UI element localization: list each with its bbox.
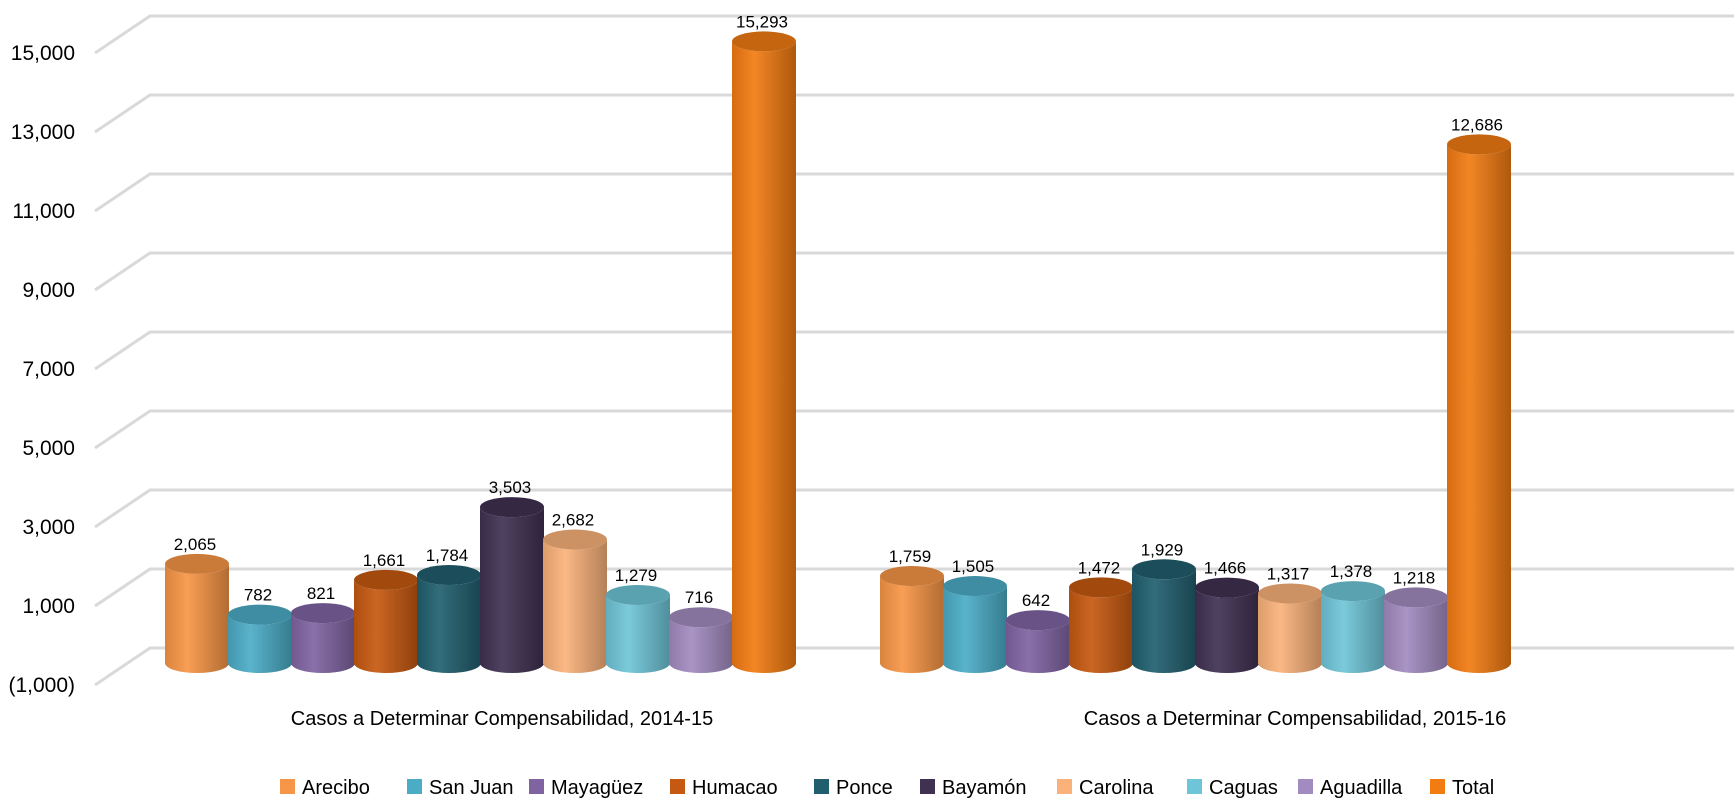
legend-swatch (814, 779, 829, 794)
data-label: 1,929 (1141, 540, 1184, 559)
grid-layer (94, 14, 1734, 687)
bar-aguadilla-2014-15 (669, 607, 733, 673)
bar-arecibo-2015-16 (880, 566, 944, 673)
data-label: 1,472 (1078, 558, 1121, 577)
legend-label: Aguadilla (1320, 777, 1403, 798)
legend-item-bayamon: Bayamón (920, 777, 1027, 798)
legend-label: Bayamón (942, 777, 1027, 798)
data-label: 1,378 (1330, 562, 1373, 581)
legend-item-total: Total (1430, 777, 1494, 798)
legend-swatch (280, 779, 295, 794)
legend-item-caguas: Caguas (1187, 777, 1278, 798)
bar-humacao-2014-15 (354, 569, 418, 673)
y-tick-label: (1,000) (8, 674, 75, 697)
legend-item-san-juan: San Juan (407, 777, 514, 798)
legend-item-ponce: Ponce (814, 777, 893, 798)
bar-caguas-2015-16 (1321, 581, 1385, 673)
bar-mayaguez-2014-15 (291, 603, 355, 673)
gridline (94, 409, 1734, 450)
bar-carolina-2015-16 (1258, 583, 1322, 673)
legend-swatch (1430, 779, 1445, 794)
legend-item-carolina: Carolina (1057, 777, 1154, 798)
legend-label: Total (1452, 777, 1494, 798)
data-label: 642 (1022, 591, 1050, 610)
legend: Arecibo San Juan Mayagüez Humacao Ponce Bayam… (280, 777, 1494, 798)
bar-total-2015-16 (1447, 134, 1511, 673)
legend-swatch (529, 779, 544, 794)
y-axis: (1,000) 1,000 3,000 5,000 7,000 9,000 11,000 13… (8, 42, 75, 697)
data-labels: 2,065 782 821 1,661 1,784 3,503 2,682 1,279 716 1… (174, 12, 1503, 610)
data-label: 782 (244, 586, 272, 605)
gridline (94, 567, 1734, 608)
y-tick-label: 15,000 (11, 42, 75, 65)
gridline (94, 172, 1734, 213)
data-label: 3,503 (489, 478, 532, 497)
legend-label: Humacao (692, 777, 778, 798)
bar-bayamon-2014-15 (480, 497, 544, 673)
data-label: 1,279 (615, 566, 658, 585)
data-label: 1,317 (1267, 564, 1310, 583)
category-label: Casos a Determinar Compensabilidad, 2014… (291, 708, 713, 730)
bar-humacao-2015-16 (1069, 577, 1133, 673)
legend-swatch (920, 779, 935, 794)
y-tick-label: 1,000 (22, 595, 75, 618)
y-tick-label: 3,000 (22, 516, 75, 539)
y-tick-label: 11,000 (12, 200, 75, 223)
bar-san-juan-2015-16 (943, 576, 1007, 673)
legend-swatch (1057, 779, 1072, 794)
legend-swatch (1298, 779, 1313, 794)
data-label: 15,293 (736, 12, 788, 31)
legend-label: Caguas (1209, 777, 1278, 798)
y-tick-label: 13,000 (11, 121, 75, 144)
legend-label: San Juan (429, 777, 514, 798)
bar-ponce-2014-15 (417, 565, 481, 673)
legend-label: Mayagüez (551, 777, 643, 798)
legend-item-aguadilla: Aguadilla (1298, 777, 1403, 798)
legend-item-arecibo: Arecibo (280, 777, 370, 798)
gridline (94, 251, 1734, 292)
legend-label: Ponce (836, 777, 893, 798)
legend-swatch (407, 779, 422, 794)
category-label: Casos a Determinar Compensabilidad, 2015… (1084, 708, 1506, 730)
bar-caguas-2014-15 (606, 584, 670, 673)
gridline (94, 14, 1734, 55)
bar-arecibo-2014-15 (165, 553, 229, 673)
gridline (94, 93, 1734, 134)
bar-san-juan-2014-15 (228, 604, 292, 673)
bar-total-2014-15 (732, 31, 796, 673)
data-label: 821 (307, 584, 335, 603)
bar-bayamon-2015-16 (1195, 577, 1259, 673)
legend-label: Arecibo (302, 777, 370, 798)
bar-mayaguez-2015-16 (1006, 610, 1070, 673)
legend-swatch (670, 779, 685, 794)
data-label: 1,661 (363, 551, 406, 570)
data-label: 1,784 (426, 546, 469, 565)
gridline (94, 330, 1734, 371)
data-label: 12,686 (1451, 115, 1503, 134)
legend-item-mayaguez: Mayagüez (529, 777, 643, 798)
data-label: 2,065 (174, 535, 217, 554)
data-label: 716 (685, 588, 713, 607)
legend-swatch (1187, 779, 1202, 794)
data-label: 1,218 (1393, 568, 1436, 587)
data-label: 1,466 (1204, 559, 1247, 578)
bar-aguadilla-2015-16 (1384, 587, 1448, 673)
data-label: 2,682 (552, 511, 595, 530)
data-label: 1,505 (952, 557, 995, 576)
y-tick-label: 7,000 (22, 358, 75, 381)
legend-label: Carolina (1079, 777, 1154, 798)
bar-carolina-2014-15 (543, 529, 607, 673)
plot-area (165, 31, 1511, 673)
category-axis: Casos a Determinar Compensabilidad, 2014… (291, 708, 1506, 730)
data-label: 1,759 (889, 547, 932, 566)
y-tick-label: 5,000 (22, 437, 75, 460)
y-tick-label: 9,000 (22, 279, 75, 302)
bar-ponce-2015-16 (1132, 559, 1196, 673)
gridline (94, 488, 1734, 529)
legend-item-humacao: Humacao (670, 777, 778, 798)
